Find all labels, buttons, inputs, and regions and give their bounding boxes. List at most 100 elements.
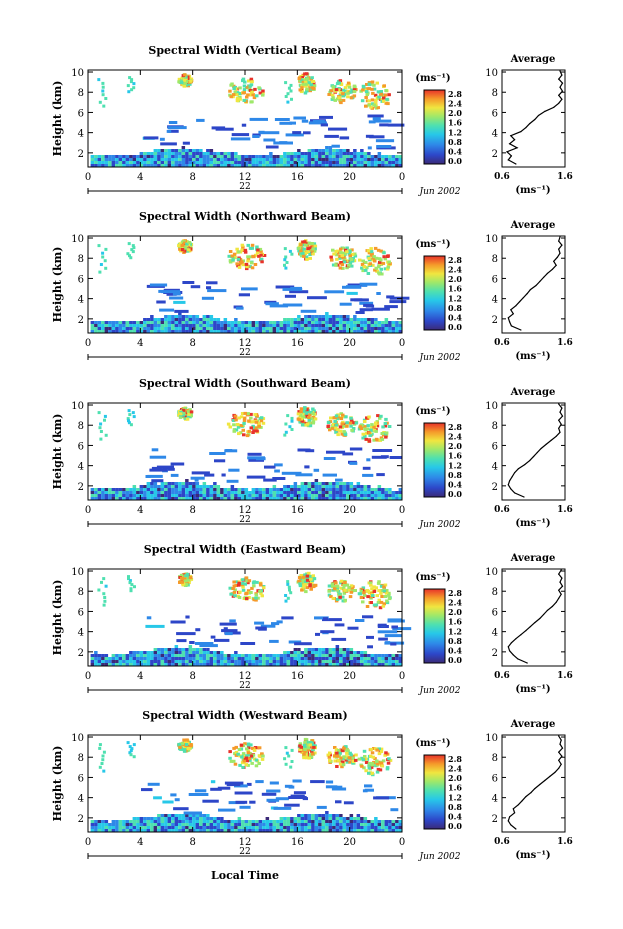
heatmap-cell: [374, 829, 378, 832]
heatmap-cell: [304, 315, 308, 318]
heatmap-cell: [238, 97, 242, 101]
heatmap-cell: [314, 648, 319, 651]
heatmap-cell: [242, 98, 247, 102]
heatmap-cell: [304, 152, 308, 155]
chart-title: Spectral Width (Northward Beam): [139, 210, 351, 223]
heatmap-cell: [143, 660, 147, 663]
heatmap-cell: [178, 654, 182, 657]
heatmap-cell: [202, 164, 207, 167]
heatmap-cell: [250, 586, 254, 590]
heatmap-cell: [136, 829, 140, 832]
heatmap-cell: [262, 660, 266, 663]
heatmap-cell: [235, 97, 240, 101]
heatmap-cell: [97, 327, 102, 330]
heatmap-cell: [118, 155, 123, 158]
heatmap-cell: [118, 663, 123, 666]
heatmap-cell: [314, 660, 319, 663]
heatmap-cell: [101, 255, 105, 259]
heatmap-cell: [359, 308, 373, 312]
heatmap-cell: [246, 581, 250, 585]
heatmap-cell: [318, 829, 322, 832]
heatmap-cell: [146, 485, 151, 488]
heatmap-cell: [269, 781, 279, 785]
average-point: [560, 763, 562, 765]
heatmap-cell: [108, 321, 112, 324]
heatmap-cell: [266, 798, 280, 802]
heatmap-cell: [125, 494, 130, 497]
heatmap-cell: [283, 433, 287, 437]
heatmap-cell: [356, 482, 361, 485]
heatmap-cell: [381, 161, 385, 164]
heatmap-cell: [258, 91, 263, 95]
heatmap-cell: [395, 663, 399, 666]
heatmap-cell: [241, 657, 245, 660]
heatmap-cell: [230, 488, 235, 491]
heatmap-cell: [136, 820, 140, 823]
average-point: [512, 313, 514, 315]
heatmap-cell: [318, 321, 322, 324]
heatmap-cell: [173, 807, 189, 811]
heatmap-cell: [385, 97, 389, 101]
heatmap-cell: [160, 324, 165, 327]
heatmap-cell: [314, 494, 319, 497]
heatmap-cell: [372, 747, 376, 750]
heatmap-cell: [101, 497, 105, 500]
heatmap-cell: [132, 327, 137, 330]
heatmap-cell: [216, 826, 221, 829]
heatmap-cell: [336, 251, 341, 255]
heatmap-cell: [209, 663, 214, 666]
heatmap-cell: [311, 494, 315, 497]
y-tick-label: 2: [78, 149, 84, 160]
heatmap-cell: [356, 324, 361, 327]
heatmap-cell: [272, 321, 277, 324]
heatmap-cell: [307, 823, 312, 826]
heatmap-cell: [185, 829, 189, 832]
heatmap-cell: [314, 814, 319, 817]
heatmap-cell: [272, 488, 277, 491]
heatmap-cell: [150, 164, 154, 167]
average-point: [522, 297, 525, 299]
heatmap-cell: [331, 787, 347, 791]
heatmap-cell: [283, 826, 287, 829]
heatmap-cell: [368, 434, 372, 437]
heatmap-cell: [189, 414, 193, 418]
heatmap-cell: [251, 164, 256, 167]
heatmap-cell: [346, 588, 351, 592]
heatmap-cell: [335, 645, 340, 648]
heatmap-cell: [312, 84, 317, 88]
heatmap-cell: [389, 456, 403, 459]
heatmap-cell: [346, 654, 350, 657]
heatmap-cell: [298, 582, 302, 586]
heatmap-cell: [298, 584, 303, 588]
heatmap-cell: [349, 164, 354, 167]
heatmap-cell: [395, 657, 399, 660]
heatmap-cell: [367, 318, 371, 321]
heatmap-cell: [279, 820, 284, 823]
heatmap-cell: [157, 324, 161, 327]
heatmap-cell: [350, 587, 354, 591]
heatmap-cell: [301, 580, 305, 584]
y-tick-label: 8: [78, 753, 84, 764]
heatmap-cell: [363, 829, 368, 832]
heatmap-cell: [318, 663, 322, 666]
heatmap-cell: [149, 455, 167, 459]
heatmap-cell: [374, 488, 378, 491]
heatmap-cell: [288, 588, 291, 592]
heatmap-cell: [228, 250, 233, 253]
heatmap-cell: [333, 98, 337, 102]
heatmap-cell: [202, 158, 207, 161]
heatmap-cell: [188, 645, 193, 648]
heatmap-cell: [167, 663, 172, 666]
heatmap-cell: [146, 164, 151, 167]
heatmap-cell: [321, 651, 326, 654]
heatmap-cell: [234, 791, 253, 795]
heatmap-cell: [391, 663, 396, 666]
heatmap-cell: [220, 494, 224, 497]
heatmap-cell: [293, 330, 298, 333]
heatmap-cell: [370, 654, 375, 657]
heatmap-cell: [226, 479, 239, 483]
heatmap-cell: [298, 420, 302, 424]
heatmap-cell: [220, 327, 224, 330]
heatmap-cell: [181, 497, 186, 500]
heatmap-cell: [272, 158, 277, 161]
